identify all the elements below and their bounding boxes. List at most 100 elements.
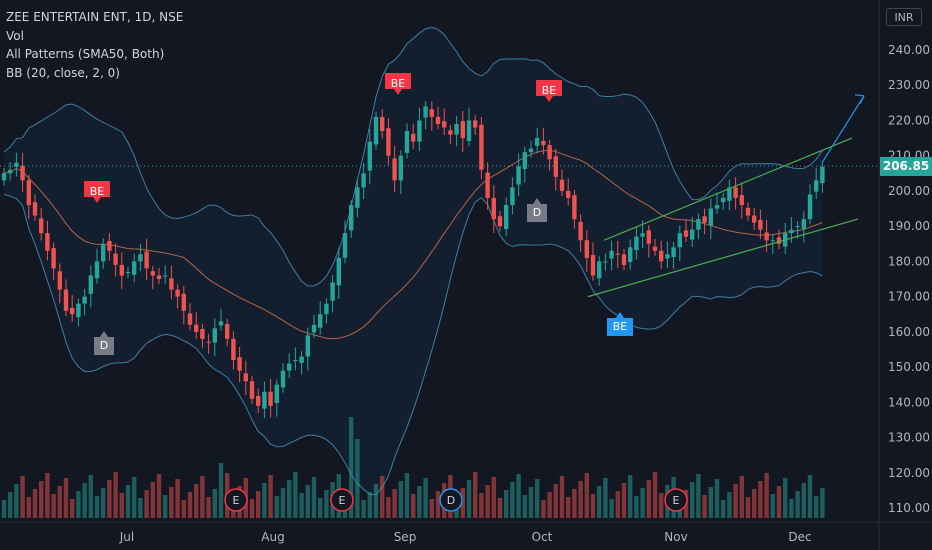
- volume-bar: [82, 483, 87, 518]
- pattern-marker: BE: [84, 181, 110, 203]
- candle-body: [88, 275, 93, 294]
- candle-body: [541, 140, 546, 146]
- y-tick-label: 160.00: [888, 325, 930, 339]
- candle-body: [448, 130, 453, 135]
- candle-body: [671, 247, 676, 258]
- x-tick-label: Jul: [119, 530, 134, 544]
- volume-bar: [14, 484, 19, 518]
- candle-body: [156, 275, 162, 279]
- volume-bar: [727, 492, 732, 518]
- candle-body: [200, 329, 205, 339]
- candle-body: [646, 230, 651, 244]
- volume-bar: [70, 499, 75, 518]
- volume-bar: [163, 495, 168, 518]
- candle-body: [342, 233, 348, 258]
- volume-bar: [795, 491, 800, 518]
- candle-body: [578, 221, 583, 241]
- candle-body: [820, 166, 825, 184]
- volume-bar: [280, 488, 286, 518]
- candle-body: [727, 187, 732, 201]
- marker-shape: [607, 312, 633, 336]
- volume-bar: [299, 493, 304, 518]
- bollinger-lower-band: [3, 193, 823, 496]
- x-tick-label: Dec: [788, 530, 811, 544]
- legend-patterns[interactable]: All Patterns (SMA50, Both): [6, 47, 165, 61]
- candle-body: [708, 208, 713, 226]
- candle-body: [752, 215, 757, 223]
- volume-bar: [597, 486, 602, 518]
- y-tick-label: 180.00: [888, 254, 930, 268]
- candle-body: [528, 148, 534, 153]
- marker-label: BE: [391, 77, 406, 90]
- event-marker: E: [224, 488, 248, 512]
- candle-body: [739, 195, 744, 206]
- event-label: E: [233, 494, 240, 507]
- volume-bar: [262, 483, 267, 518]
- volume-bar: [745, 497, 751, 518]
- candle-body: [125, 271, 131, 273]
- volume-bar: [175, 479, 180, 518]
- legend-bollinger[interactable]: BB (20, close, 2, 0): [6, 65, 120, 80]
- volume-bar: [752, 489, 757, 518]
- marker-label: BE: [90, 185, 105, 198]
- candle-body: [801, 219, 806, 229]
- volume-bar: [783, 478, 788, 518]
- currency-label[interactable]: INR: [886, 8, 922, 26]
- candle-body: [603, 261, 608, 263]
- volume-bar: [367, 492, 372, 518]
- event-circle: [439, 488, 463, 512]
- candle-body: [218, 321, 224, 326]
- candle-body: [547, 145, 552, 160]
- volume-bar: [249, 499, 255, 518]
- candle-body: [683, 230, 689, 237]
- x-tick-label: Nov: [664, 530, 687, 544]
- volume-bar: [218, 463, 224, 518]
- volume-bar: [113, 472, 118, 518]
- candle-body: [553, 156, 558, 177]
- volume-bar: [504, 490, 509, 518]
- volume-bar: [76, 491, 81, 518]
- candle-body: [776, 237, 782, 244]
- candle-body: [119, 264, 124, 276]
- volume-bar: [559, 476, 565, 518]
- candle-body: [597, 261, 602, 279]
- candle-body: [516, 166, 521, 185]
- marker-shape: [84, 181, 110, 203]
- candle-body: [510, 187, 515, 206]
- volume-bar: [125, 485, 131, 518]
- volume-bar: [590, 494, 596, 518]
- candle-body: [696, 219, 701, 230]
- legend-volume[interactable]: Vol: [6, 28, 24, 43]
- volume-bar: [640, 488, 645, 518]
- candle-body: [807, 194, 813, 220]
- volume-bar: [150, 482, 155, 518]
- marker-label: BE: [613, 320, 628, 333]
- candle-body: [640, 233, 645, 237]
- candle-body: [113, 253, 118, 265]
- candle-body: [144, 251, 149, 269]
- volume-bar: [460, 488, 465, 518]
- y-tick-label: 170.00: [888, 290, 930, 304]
- candle-body: [392, 158, 397, 181]
- candle-body: [181, 293, 186, 311]
- volume-bar: [609, 499, 614, 518]
- y-tick-label: 200.00: [888, 184, 930, 198]
- candle-body: [665, 254, 670, 259]
- volume-bar: [57, 486, 62, 518]
- volume-bar: [380, 476, 385, 518]
- volume-bar: [621, 483, 627, 518]
- volume-bar: [51, 494, 56, 518]
- y-tick-label: 120.00: [888, 466, 930, 480]
- volume-bar: [144, 490, 149, 518]
- candle-body: [20, 165, 25, 181]
- volume-bar: [466, 480, 472, 518]
- candle-body: [789, 229, 794, 234]
- volume-bar: [770, 494, 775, 518]
- candle-body: [163, 275, 168, 277]
- volume-bar: [690, 482, 695, 518]
- volume-bar: [132, 477, 137, 518]
- legend-symbol[interactable]: ZEE ENTERTAIN ENT, 1D, NSE: [6, 10, 184, 24]
- candle-body: [590, 255, 596, 276]
